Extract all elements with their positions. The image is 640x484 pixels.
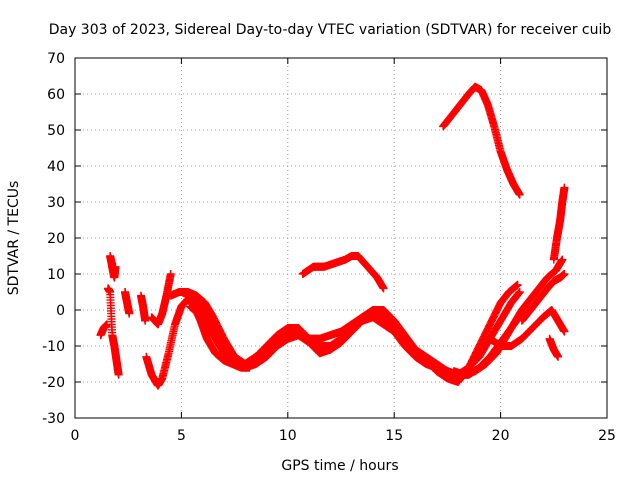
- data-point: [558, 255, 567, 264]
- y-tick-label: 50: [47, 123, 65, 139]
- data-point: [379, 284, 388, 293]
- series-arc-15: [517, 270, 569, 325]
- data-point: [125, 309, 134, 318]
- x-tick-label: 5: [177, 428, 186, 444]
- data-point: [111, 262, 120, 271]
- data-point: [560, 183, 569, 192]
- data-point: [513, 280, 522, 289]
- series-arc-4: [121, 288, 134, 318]
- y-tick-label: -30: [42, 411, 65, 427]
- series-arc-17: [545, 334, 563, 361]
- data-point: [141, 316, 150, 325]
- x-tick-label: 25: [598, 428, 616, 444]
- series-arc-14: [485, 306, 569, 350]
- y-tick-label: -10: [42, 339, 65, 355]
- y-axis-label: SDTVAR / TECUs: [6, 181, 22, 296]
- data-point: [114, 370, 123, 379]
- series-arc-16: [549, 183, 569, 264]
- y-tick-label: 30: [47, 195, 65, 211]
- y-tick-label: -20: [42, 375, 65, 391]
- x-tick-label: 0: [71, 428, 80, 444]
- data-point: [554, 352, 563, 361]
- data-point: [560, 327, 569, 336]
- series-arc-3: [103, 284, 123, 379]
- data-point: [166, 270, 175, 278]
- data-point: [560, 270, 569, 278]
- y-tick-label: 40: [47, 159, 65, 175]
- series-arc-2: [106, 252, 120, 282]
- series-arc-11: [298, 252, 388, 293]
- series-arc-12: [439, 82, 524, 199]
- y-tick-label: 20: [47, 231, 65, 247]
- y-tick-label: 0: [56, 303, 65, 319]
- x-axis-label: GPS time / hours: [281, 458, 398, 474]
- x-tick-label: 15: [385, 428, 403, 444]
- x-tick-label: 20: [492, 428, 510, 444]
- series-arc-7: [147, 270, 175, 329]
- data-point: [515, 190, 524, 199]
- series-arc-1: [96, 320, 111, 340]
- x-tick-label: 10: [279, 428, 297, 444]
- series-arc-13: [449, 255, 567, 379]
- chart-title: Day 303 of 2023, Sidereal Day-to-day VTE…: [49, 22, 612, 38]
- y-tick-label: 10: [47, 267, 65, 283]
- data-points: [96, 82, 569, 390]
- y-tick-label: 70: [47, 51, 65, 67]
- data-point: [515, 288, 524, 296]
- axis-ticks: 0 5 10 15 20 25 -30 -20 -10 0 10 20 30 40 50 60 70: [42, 51, 616, 444]
- grid-lines: [75, 58, 607, 418]
- y-tick-label: 60: [47, 87, 65, 103]
- series-arc-5: [136, 291, 150, 325]
